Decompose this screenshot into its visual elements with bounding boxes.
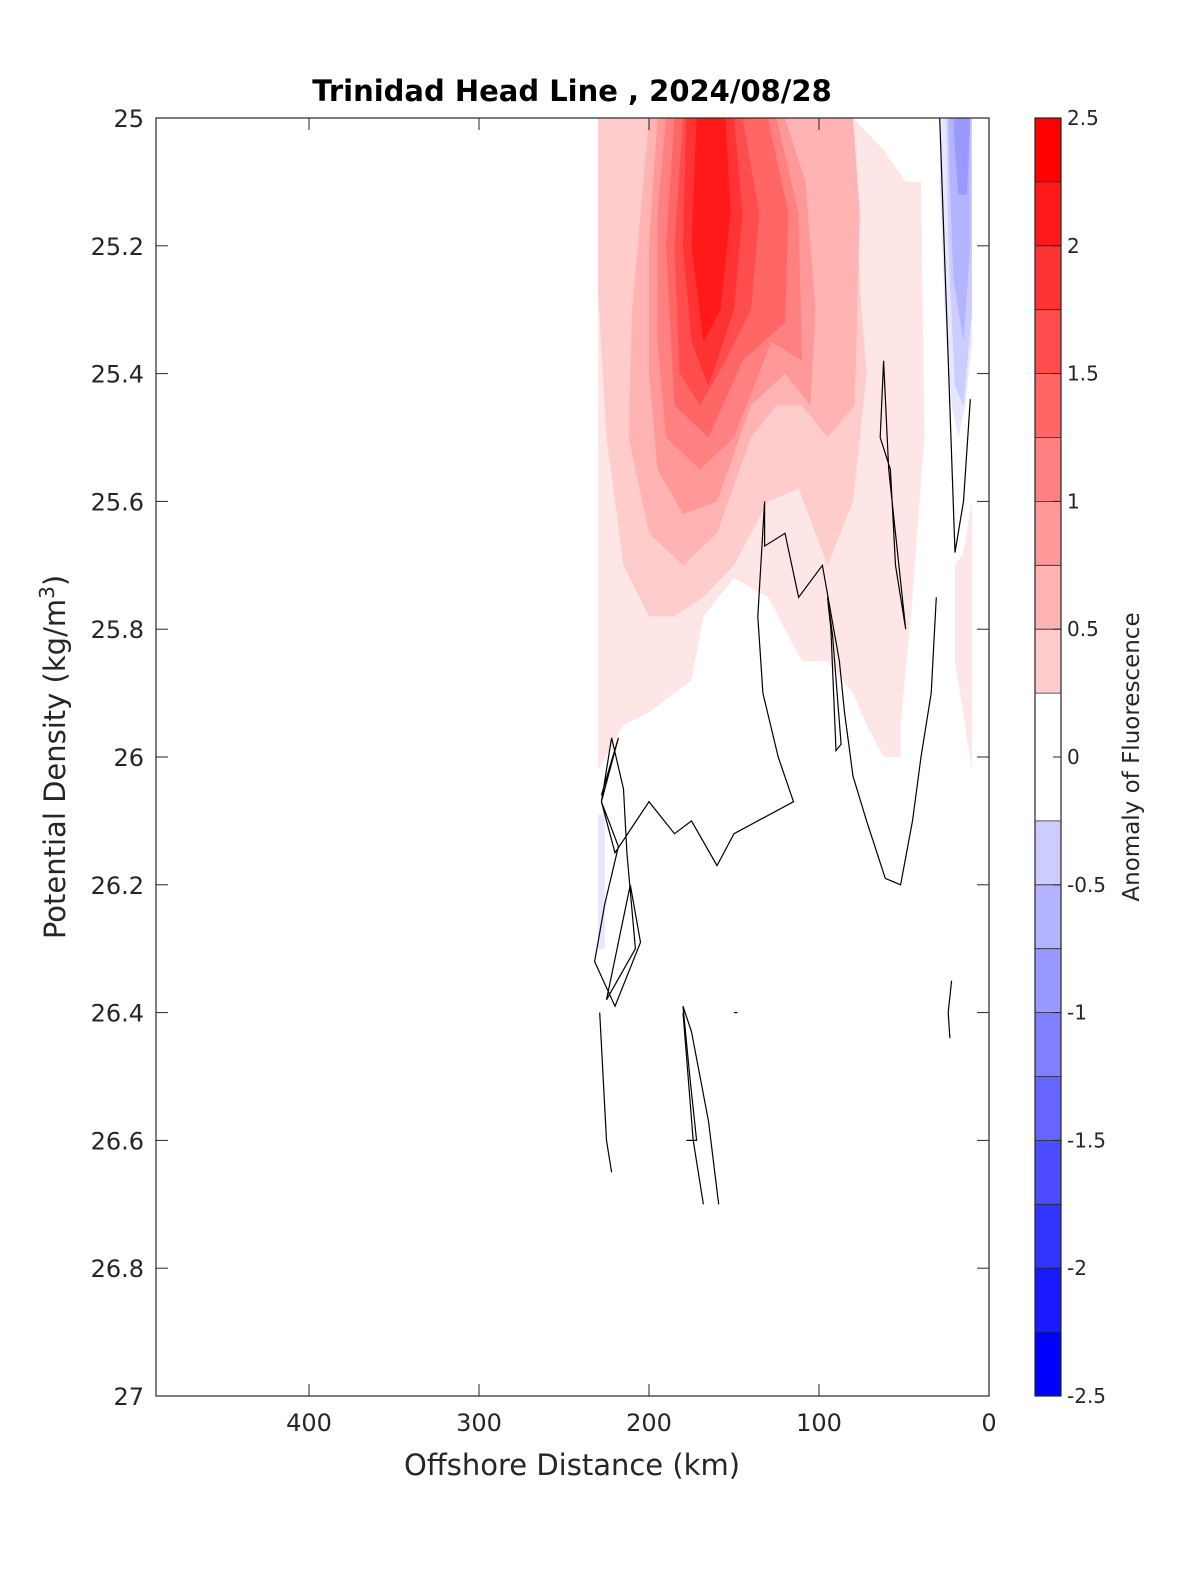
colorbar-band-10 [1035,629,1061,694]
colorbar-band-4 [1035,1076,1061,1141]
filled-contours [598,118,972,949]
filled-region-14 [598,814,605,949]
colorbar-tick-label-4: 0.5 [1067,617,1099,641]
colorbar-label: Anomaly of Fluorescence [1119,612,1145,901]
colorbar-band-13 [1035,437,1061,502]
zero-contour-2 [826,597,842,753]
y-tick-label-6: 26.2 [91,872,144,900]
colorbar-band-16 [1035,245,1061,310]
zero-contour-0 [939,118,971,553]
zero-contour-lines [593,118,971,1205]
colorbar-tick-label-1: 2 [1067,234,1080,258]
zero-contour-4 [599,1012,613,1173]
zero-contour-7 [947,980,953,1039]
x-tick-label-400: 400 [286,1409,332,1437]
colorbar-tick-label-8: -1.5 [1067,1128,1106,1152]
y-axis-label-main: Potential Density (kg/m [38,599,72,939]
colorbar-band-17 [1035,181,1061,246]
plot-frame [155,117,990,1397]
filled-region-9 [691,118,731,342]
x-tick-label-300: 300 [456,1409,502,1437]
colorbar-band-8 [1035,820,1061,885]
filled-region-13 [953,118,971,195]
colorbar-tick-label-2: 1.5 [1067,362,1099,386]
y-tick-label-1: 25.2 [91,233,144,261]
colorbar-band-3 [1035,1140,1061,1205]
colorbar-band-11 [1035,565,1061,630]
x-tick-label-0: 0 [981,1409,996,1437]
x-tick-label-200: 200 [626,1409,672,1437]
x-tick-label-100: 100 [796,1409,842,1437]
colorbar-band-14 [1035,373,1061,438]
y-axis-label-suffix: ) [38,575,72,586]
x-tick-labels: 400 300 200 100 0 [286,1409,997,1437]
colorbar-band-0 [1035,1332,1061,1396]
y-axis-label: Potential Density (kg/m3) [35,575,72,939]
colorbar-frame [1034,117,1062,1397]
colorbar-band-12 [1035,501,1061,566]
colorbar-band-15 [1035,309,1061,374]
colorbar-band-6 [1035,948,1061,1013]
colorbar-tick-label-5: 0 [1067,745,1080,769]
colorbar-band-18 [1035,118,1061,182]
colorbar-tick-labels: 2.5 2 1.5 1 0.5 0 -0.5 -1 -1.5 -2 -2.5 [1067,106,1106,1408]
colorbar-band-2 [1035,1204,1061,1269]
zero-contour-3 [593,501,937,1008]
colorbar-band-7 [1035,884,1061,949]
colorbar-tick-label-9: -2 [1067,1256,1087,1280]
colorbar-bands [1035,118,1061,1396]
y-tick-labels: 25 25.2 25.4 25.6 25.8 26 26.2 26.4 26.6 26.8 27 [91,105,144,1411]
plot-area [155,117,990,1397]
y-tick-label-2: 25.4 [91,361,144,389]
colorbar-band-1 [1035,1268,1061,1333]
colorbar-tick-label-6: -0.5 [1067,873,1106,897]
y-tick-label-5: 26 [113,744,144,772]
y-tick-label-10: 27 [113,1383,144,1411]
y-tick-label-9: 26.8 [91,1255,144,1283]
colorbar: 2.5 2 1.5 1 0.5 0 -0.5 -1 -1.5 -2 -2.5 [1034,106,1106,1408]
y-tick-label-4: 25.8 [91,616,144,644]
y-tick-label-3: 25.6 [91,488,144,516]
chart-title: Trinidad Head Line , 2024/08/28 [312,74,832,108]
y-tick-label-7: 26.4 [91,1000,144,1028]
filled-region-1 [955,501,972,770]
y-axis-label-superscript: 3 [35,586,59,599]
colorbar-tick-label-3: 1 [1067,489,1080,513]
colorbar-tick-label-7: -1 [1067,1001,1087,1025]
x-axis-label: Offshore Distance (km) [404,1448,740,1482]
y-tick-label-8: 26.6 [91,1127,144,1155]
colorbar-tick-label-10: -2.5 [1067,1384,1106,1408]
colorbar-tick-label-0: 2.5 [1067,106,1099,130]
colorbar-band-5 [1035,1012,1061,1077]
zero-contour-1 [879,360,907,630]
y-tick-label-0: 25 [113,105,144,133]
zero-contour-6 [682,1006,720,1205]
